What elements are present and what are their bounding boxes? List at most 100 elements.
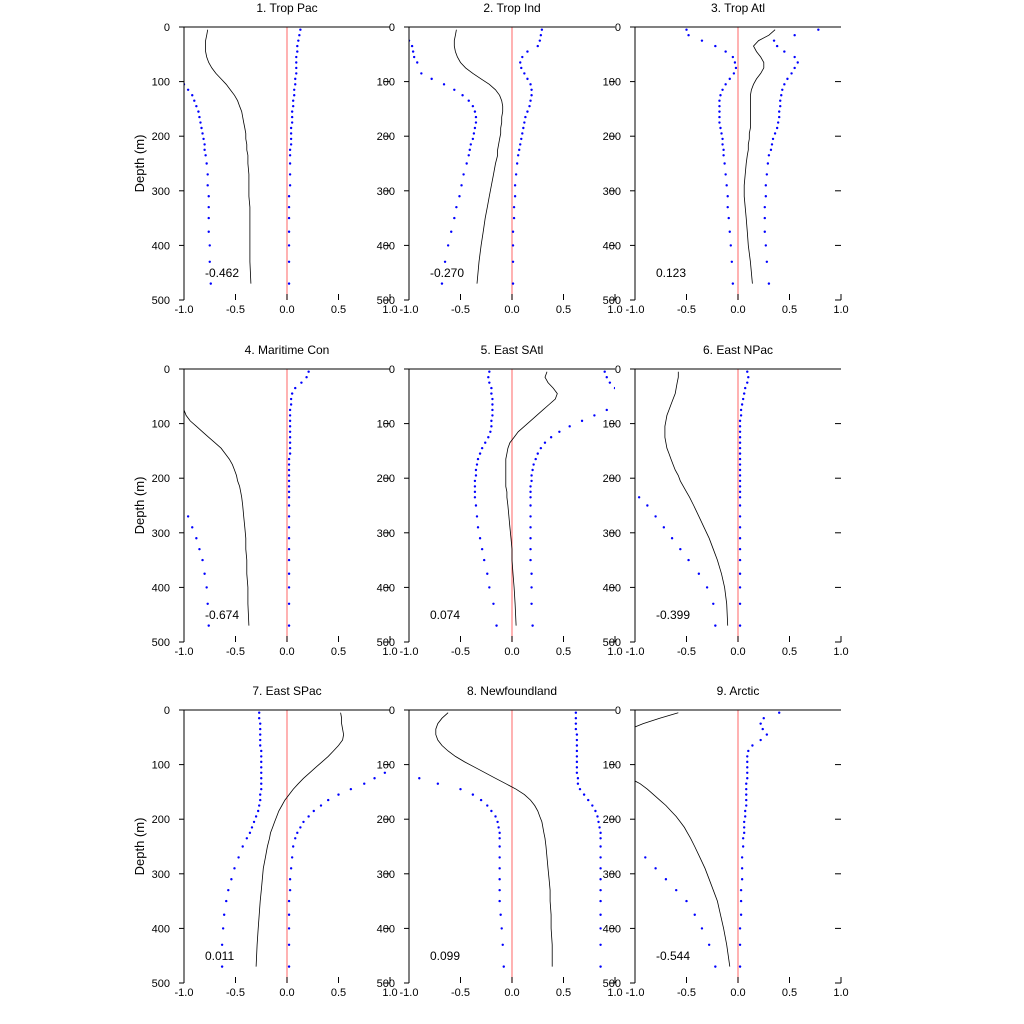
- series-point: [693, 913, 696, 916]
- series-point: [724, 173, 727, 176]
- series-point: [206, 173, 209, 176]
- series-point: [599, 899, 602, 903]
- series-point: [245, 837, 249, 840]
- series-point: [741, 397, 745, 401]
- panel-title: 6. East NPac: [703, 343, 773, 357]
- series-point: [568, 425, 571, 428]
- series-line: [664, 371, 729, 626]
- series-point: [514, 173, 518, 176]
- series-point: [288, 414, 292, 417]
- series-point: [742, 392, 746, 395]
- series-point: [294, 83, 297, 86]
- x-tick-label: 1.0: [382, 646, 397, 658]
- series-group: [637, 370, 750, 627]
- series-point: [599, 831, 602, 835]
- x-tick-label: 0.0: [504, 646, 519, 658]
- series-point: [574, 711, 578, 714]
- series-point: [450, 230, 453, 233]
- series-point: [738, 515, 742, 518]
- y-tick-label: 0: [615, 22, 621, 34]
- x-tick-label: 0.0: [730, 646, 745, 658]
- y-tick-label: 0: [615, 364, 621, 376]
- series-point: [241, 845, 244, 848]
- panel-9: 9. Arctic -1.0 -0.5 0.0 0.5 1.0 0 100 200 300 400 5…: [603, 684, 849, 999]
- series-point: [287, 572, 291, 575]
- series-point: [289, 132, 293, 135]
- series-point: [521, 55, 524, 59]
- series-point: [746, 755, 749, 758]
- series-point: [288, 419, 292, 423]
- series-point: [740, 867, 744, 870]
- y-tick-label: 400: [603, 240, 621, 252]
- series-point: [576, 782, 580, 785]
- series-point: [529, 99, 532, 102]
- series-point: [186, 88, 190, 91]
- series-point: [739, 414, 743, 417]
- series-point: [769, 148, 773, 152]
- series-point: [295, 66, 298, 70]
- series-point: [492, 602, 495, 605]
- series-point: [536, 44, 539, 48]
- series-group: [685, 28, 820, 285]
- series-point: [740, 856, 744, 859]
- series-point: [288, 446, 292, 450]
- series-point: [738, 446, 742, 450]
- y-tick-label: 100: [377, 419, 395, 431]
- series-point: [511, 230, 515, 233]
- series-point: [442, 83, 446, 86]
- series-point: [515, 162, 519, 165]
- series-point: [575, 766, 579, 769]
- series-point: [598, 826, 601, 829]
- series-point: [199, 121, 202, 124]
- series-point: [771, 137, 775, 141]
- series-point: [349, 787, 353, 791]
- series-point: [288, 436, 292, 439]
- series-point: [289, 143, 293, 146]
- series-point: [526, 77, 529, 81]
- series-point: [790, 72, 793, 75]
- series-point: [475, 463, 479, 466]
- series-point: [495, 624, 498, 627]
- series-point: [291, 845, 295, 848]
- series-point: [654, 515, 657, 518]
- series-point: [727, 216, 730, 220]
- series-point: [259, 727, 262, 731]
- x-tick-label: 0.5: [331, 646, 346, 658]
- series-point: [455, 205, 458, 209]
- series-point: [714, 44, 717, 48]
- series-point: [465, 162, 468, 165]
- series-point: [739, 408, 743, 412]
- series-point: [599, 878, 602, 881]
- series-point: [287, 216, 291, 220]
- series-point: [778, 110, 781, 113]
- series-point: [740, 403, 744, 406]
- series-point: [491, 414, 494, 417]
- series-point: [738, 602, 742, 605]
- series-point: [307, 815, 310, 818]
- series-point: [203, 148, 206, 152]
- series-point: [197, 110, 200, 113]
- series-point: [205, 162, 208, 165]
- series-point: [662, 526, 666, 529]
- series-point: [528, 104, 531, 108]
- series-point: [593, 414, 596, 417]
- series-point: [770, 143, 774, 146]
- series-point: [732, 72, 736, 75]
- y-tick-label: 200: [152, 814, 170, 826]
- series-point: [744, 809, 747, 813]
- series-point: [530, 572, 533, 575]
- series-point: [186, 515, 190, 518]
- series-point: [646, 504, 649, 507]
- series-point: [260, 782, 263, 785]
- series-point: [574, 722, 578, 725]
- series-point: [529, 558, 532, 562]
- x-tick-label: 1.0: [382, 987, 397, 999]
- series-point: [288, 184, 292, 187]
- x-tick-label: -1.0: [175, 987, 194, 999]
- y-tick-label: 0: [164, 22, 170, 34]
- series-point: [259, 793, 262, 796]
- series-point: [775, 44, 779, 48]
- series-point: [783, 50, 786, 53]
- series-point: [198, 115, 201, 119]
